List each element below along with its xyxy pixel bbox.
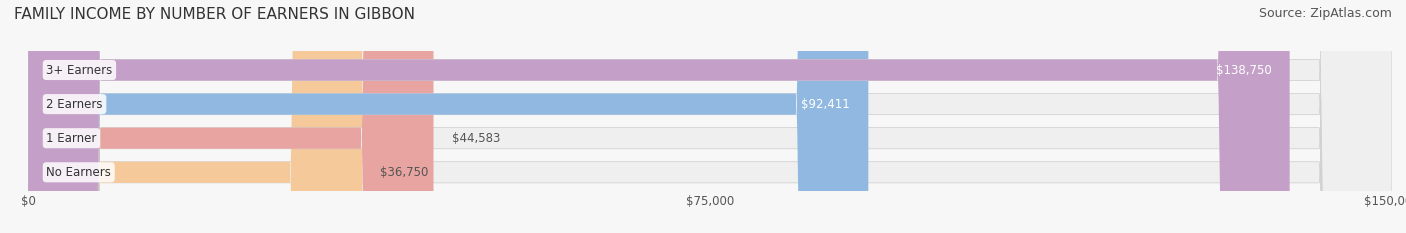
Text: Source: ZipAtlas.com: Source: ZipAtlas.com (1258, 7, 1392, 20)
Text: 2 Earners: 2 Earners (46, 98, 103, 111)
FancyBboxPatch shape (28, 0, 1392, 233)
Text: FAMILY INCOME BY NUMBER OF EARNERS IN GIBBON: FAMILY INCOME BY NUMBER OF EARNERS IN GI… (14, 7, 415, 22)
FancyBboxPatch shape (28, 0, 433, 233)
Text: $36,750: $36,750 (381, 166, 429, 179)
FancyBboxPatch shape (28, 0, 1392, 233)
FancyBboxPatch shape (28, 0, 363, 233)
Text: $138,750: $138,750 (1216, 64, 1271, 76)
Text: 3+ Earners: 3+ Earners (46, 64, 112, 76)
FancyBboxPatch shape (28, 0, 1392, 233)
Text: $92,411: $92,411 (801, 98, 851, 111)
FancyBboxPatch shape (28, 0, 1289, 233)
Text: 1 Earner: 1 Earner (46, 132, 97, 145)
Text: $44,583: $44,583 (451, 132, 501, 145)
FancyBboxPatch shape (28, 0, 869, 233)
FancyBboxPatch shape (28, 0, 1392, 233)
Text: No Earners: No Earners (46, 166, 111, 179)
